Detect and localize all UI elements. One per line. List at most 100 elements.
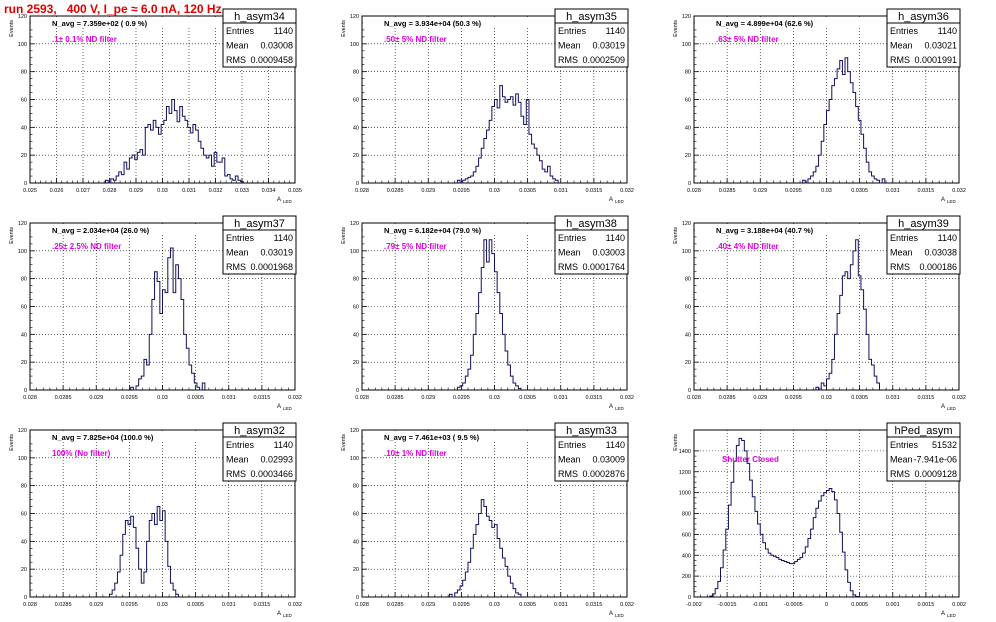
y-tick-label: 80 <box>685 277 691 283</box>
stats-value: 0.0002876 <box>582 469 625 479</box>
x-axis-label-sub: LED <box>283 613 293 618</box>
y-tick-label: 100 <box>350 456 359 462</box>
x-tick-label: 0.035 <box>288 188 302 194</box>
stats-title: hPed_asym <box>894 425 952 437</box>
stats-value: -7.941e-06 <box>913 455 957 465</box>
y-tick-label: 100 <box>350 42 359 48</box>
histogram-panel-h_asym37: 0.028 0.0285 0.029 0.0295 0.03 0.0305 0.031 0.0… <box>9 215 302 411</box>
x-tick-label: 0.0315 <box>917 395 934 401</box>
stats-title: h_asym34 <box>234 11 285 23</box>
stats-value: 1140 <box>938 26 957 36</box>
y-tick-label: 400 <box>682 553 691 559</box>
histogram-line <box>130 247 206 391</box>
stats-label: RMS <box>226 262 246 272</box>
y-tick-label: 80 <box>353 70 359 76</box>
x-tick-label: 0.0305 <box>851 188 868 194</box>
x-tick-label: 0.029 <box>421 395 435 401</box>
stats-label: Entries <box>226 440 255 450</box>
histogram-line <box>802 57 886 184</box>
y-tick-label: 40 <box>21 125 27 131</box>
y-tick-label: 20 <box>21 567 27 573</box>
y-tick-label: 0 <box>24 181 27 187</box>
x-tick-label: 0.028 <box>687 395 701 401</box>
x-tick-label: 0.002 <box>952 602 966 608</box>
filter-label: .63± 5% ND filter <box>716 35 779 44</box>
stats-value: 0.0003466 <box>250 469 293 479</box>
x-tick-label: 0.032 <box>209 188 223 194</box>
stats-value: 0.03021 <box>924 41 957 51</box>
y-tick-label: 60 <box>353 512 359 518</box>
stats-label: Entries <box>890 26 919 36</box>
y-tick-label: 60 <box>21 512 27 518</box>
y-axis-label: Events <box>673 20 679 37</box>
y-tick-label: 120 <box>350 14 359 20</box>
x-tick-label: -0.002 <box>686 602 702 608</box>
stats-value: 0.03038 <box>924 248 957 258</box>
y-tick-label: 40 <box>685 332 691 338</box>
navg-box <box>363 17 549 28</box>
stats-value: 0.03019 <box>592 41 625 51</box>
x-tick-label: 0.028 <box>687 188 701 194</box>
stats-label: RMS <box>890 469 910 479</box>
stats-label: RMS <box>558 55 578 65</box>
x-tick-label: 0.0295 <box>453 188 470 194</box>
stats-value: 0.0002509 <box>582 55 625 65</box>
y-tick-label: 80 <box>353 277 359 283</box>
stats-label: Mean <box>558 455 581 465</box>
stats-value: 0.000186 <box>919 262 957 272</box>
x-tick-label: -0.0005 <box>784 602 803 608</box>
x-axis-label: A <box>609 611 613 617</box>
x-tick-label: 0.031 <box>886 395 900 401</box>
histogram-line <box>105 99 244 184</box>
x-tick-label: 0.03 <box>157 188 168 194</box>
navg-text: N_avg = 7.359e+02 ( 0.9 %) <box>52 19 148 28</box>
x-tick-label: 0.0295 <box>453 395 470 401</box>
x-tick-label: 0.03 <box>821 188 832 194</box>
x-tick-label: 0.029 <box>421 188 435 194</box>
y-tick-label: 80 <box>21 70 27 76</box>
stats-label: Entries <box>558 233 587 243</box>
stats-box <box>222 215 297 275</box>
y-tick-label: 120 <box>18 14 27 20</box>
stats-value: 1140 <box>606 233 625 243</box>
navg-box <box>31 431 217 442</box>
x-tick-label: 0.032 <box>952 395 966 401</box>
y-tick-label: 200 <box>682 574 691 580</box>
histogram-panel-h_asym38: 0.028 0.0285 0.029 0.0295 0.03 0.0305 0.031 0.0… <box>341 215 634 411</box>
y-tick-label: 120 <box>682 221 691 227</box>
y-tick-label: 0 <box>24 595 27 601</box>
stats-value: 0.0001764 <box>582 262 625 272</box>
x-axis-label: A <box>277 197 281 203</box>
x-axis-label: A <box>941 197 945 203</box>
x-tick-label: 0.0305 <box>519 602 536 608</box>
navg-text: N_avg = 3.188e+04 (40.7 %) <box>716 226 814 235</box>
histogram-panel-hPed_asym: -0.002 -0.0015 -0.001 -0.0005 0 0.0005 0.001 0.… <box>673 422 966 618</box>
y-tick-label: 120 <box>18 428 27 434</box>
y-tick-label: 0 <box>356 388 359 394</box>
y-tick-label: 20 <box>353 153 359 159</box>
x-tick-label: 0.0285 <box>719 395 736 401</box>
y-tick-label: 20 <box>353 360 359 366</box>
y-tick-label: 100 <box>18 42 27 48</box>
x-tick-label: 0.0285 <box>55 602 72 608</box>
stats-value: 0.0001991 <box>914 55 957 65</box>
x-tick-label: 0.03 <box>489 395 500 401</box>
y-tick-label: 80 <box>21 277 27 283</box>
histogram-panel-h_asym34: 0.025 0.026 0.027 0.028 0.029 0.03 0.031 0.032 0… <box>9 8 302 204</box>
x-tick-label: 0.0315 <box>917 188 934 194</box>
stats-value: 1140 <box>938 233 957 243</box>
navg-box <box>695 224 881 235</box>
y-tick-label: 120 <box>350 428 359 434</box>
stats-value: 0.02993 <box>260 455 293 465</box>
stats-box <box>886 422 961 482</box>
y-axis-label: Events <box>341 20 347 37</box>
x-tick-label: 0.025 <box>23 188 37 194</box>
x-tick-label: 0.0295 <box>785 395 802 401</box>
x-tick-label: 0.032 <box>952 188 966 194</box>
filter-label: Shutter Closed <box>722 455 779 464</box>
stats-title: h_asym32 <box>234 425 285 437</box>
histogram-panel-h_asym39: 0.028 0.0285 0.029 0.0295 0.03 0.0305 0.031 0.0… <box>673 215 966 411</box>
x-tick-label: 0.029 <box>129 188 143 194</box>
x-tick-label: 0.028 <box>103 188 117 194</box>
